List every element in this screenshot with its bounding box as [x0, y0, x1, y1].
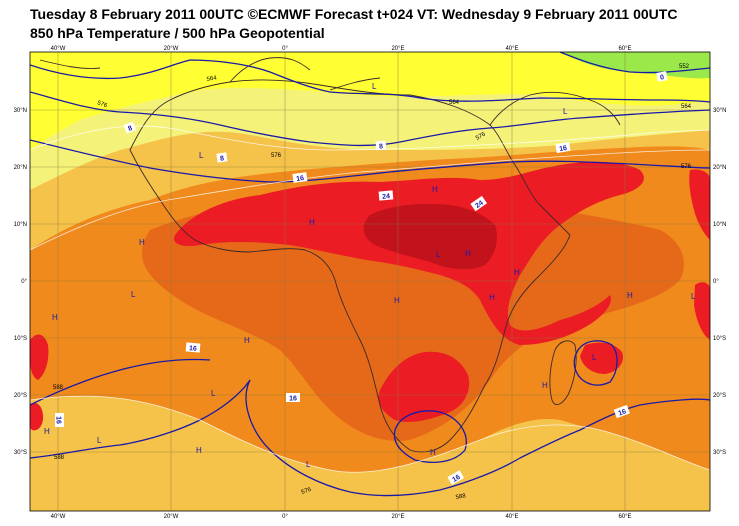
high-pressure-marker: H — [627, 291, 633, 300]
right-lat-label: 20°N — [713, 165, 726, 171]
low-pressure-marker: L — [436, 250, 441, 259]
contour-label: 588 — [455, 493, 467, 501]
contour-label: 16 — [289, 396, 297, 403]
right-lat-label: 20°S — [713, 393, 726, 399]
contour-label: 552 — [679, 64, 690, 70]
high-pressure-marker: H — [430, 448, 436, 457]
right-lat-label: 30°N — [713, 108, 726, 114]
temperature-contour-labels: 0 8 8 8 16 16 24 24 16 16 16 16 16 — [55, 71, 668, 485]
contour-label: 576 — [301, 487, 313, 496]
contour-label: 16 — [189, 345, 197, 353]
low-pressure-marker: L — [211, 389, 216, 398]
contour-label: 576 — [475, 131, 487, 142]
temperature-field — [30, 52, 710, 511]
high-pressure-marker: H — [244, 336, 250, 345]
contour-label: 564 — [449, 100, 460, 106]
contour-label: 564 — [681, 104, 692, 110]
low-pressure-marker: L — [199, 151, 204, 160]
contour-label: 576 — [271, 153, 282, 159]
low-pressure-marker: L — [563, 107, 568, 116]
contour-label: 576 — [681, 164, 692, 170]
high-pressure-marker: H — [432, 185, 438, 194]
geopotential-contours — [30, 52, 710, 497]
map-title: Tuesday 8 February 2011 00UTC ©ECMWF For… — [30, 6, 678, 22]
contour-label: 24 — [382, 193, 390, 201]
low-pressure-marker: L — [592, 353, 597, 362]
right-lat-label: 10°S — [713, 336, 726, 342]
top-lon-label: 20°W — [164, 46, 179, 52]
map-subtitle: 850 hPa Temperature / 500 hPa Geopotenti… — [30, 25, 325, 41]
map-frame — [29, 51, 711, 512]
high-pressure-marker: H — [394, 296, 400, 305]
bottom-lon-label: 60°E — [618, 514, 631, 520]
contour-label: 16 — [451, 474, 461, 484]
top-lon-label: 60°E — [618, 46, 631, 52]
right-lat-label: 30°S — [713, 450, 726, 456]
contour-label: 8 — [379, 143, 384, 150]
coastlines — [39, 57, 621, 453]
low-pressure-marker: L — [372, 82, 377, 91]
bottom-lon-label: 40°W — [51, 514, 66, 520]
contour-label: 16 — [559, 145, 568, 153]
high-pressure-marker: H — [196, 446, 202, 455]
contour-label: 8 — [220, 155, 225, 162]
bottom-lon-label: 0° — [282, 514, 288, 520]
contour-label: 0 — [660, 74, 665, 82]
contour-label: 16 — [617, 408, 627, 417]
left-lat-label: 0° — [21, 279, 27, 285]
low-pressure-marker: L — [97, 436, 102, 445]
contour-label: 588 — [53, 385, 64, 391]
right-lat-label: 10°N — [713, 222, 726, 228]
contour-label: 24 — [474, 200, 484, 210]
left-lat-label: 10°N — [14, 222, 27, 228]
left-lat-label: 30°S — [14, 450, 27, 456]
left-lat-label: 20°N — [14, 165, 27, 171]
bottom-lon-label: 40°E — [505, 514, 518, 520]
contour-label: 576 — [96, 100, 108, 109]
high-pressure-marker: H — [309, 218, 315, 227]
left-lat-label: 20°S — [14, 393, 27, 399]
high-pressure-marker: H — [139, 238, 145, 247]
bottom-lon-label: 20°W — [164, 514, 179, 520]
high-pressure-marker: H — [514, 268, 520, 277]
high-pressure-marker: H — [489, 293, 495, 302]
contour-label: 16 — [55, 416, 62, 424]
contour-label: 8 — [127, 125, 133, 133]
lat-lon-grid — [30, 52, 710, 511]
left-lat-label: 10°S — [14, 336, 27, 342]
high-pressure-marker: H — [542, 381, 548, 390]
geopotential-contour-labels: 564 576 564 552 564 576 576 588 588 576 … — [53, 64, 692, 501]
top-lon-label: 0° — [282, 46, 288, 52]
axis-labels: 40°W 20°W 0° 20°E 40°E 60°E 40°W 20°W 0°… — [14, 46, 727, 520]
low-pressure-marker: L — [131, 290, 136, 299]
high-pressure-marker: H — [52, 313, 58, 322]
pressure-centres: H H H H H H H H H H H H H H L L L L L L … — [44, 82, 696, 469]
bottom-lon-label: 20°E — [391, 514, 404, 520]
low-pressure-marker: L — [691, 292, 696, 301]
contour-label: 588 — [54, 455, 65, 461]
temperature-isotherms — [30, 125, 710, 473]
contour-label: 16 — [296, 175, 305, 183]
low-pressure-marker: L — [306, 460, 311, 469]
top-lon-label: 20°E — [391, 46, 404, 52]
top-lon-label: 40°E — [505, 46, 518, 52]
high-pressure-marker: H — [44, 427, 50, 436]
top-lon-label: 40°W — [51, 46, 66, 52]
right-lat-label: 0° — [713, 279, 719, 285]
left-lat-label: 30°N — [14, 108, 27, 114]
contour-label: 564 — [206, 75, 218, 83]
high-pressure-marker: H — [465, 249, 471, 258]
